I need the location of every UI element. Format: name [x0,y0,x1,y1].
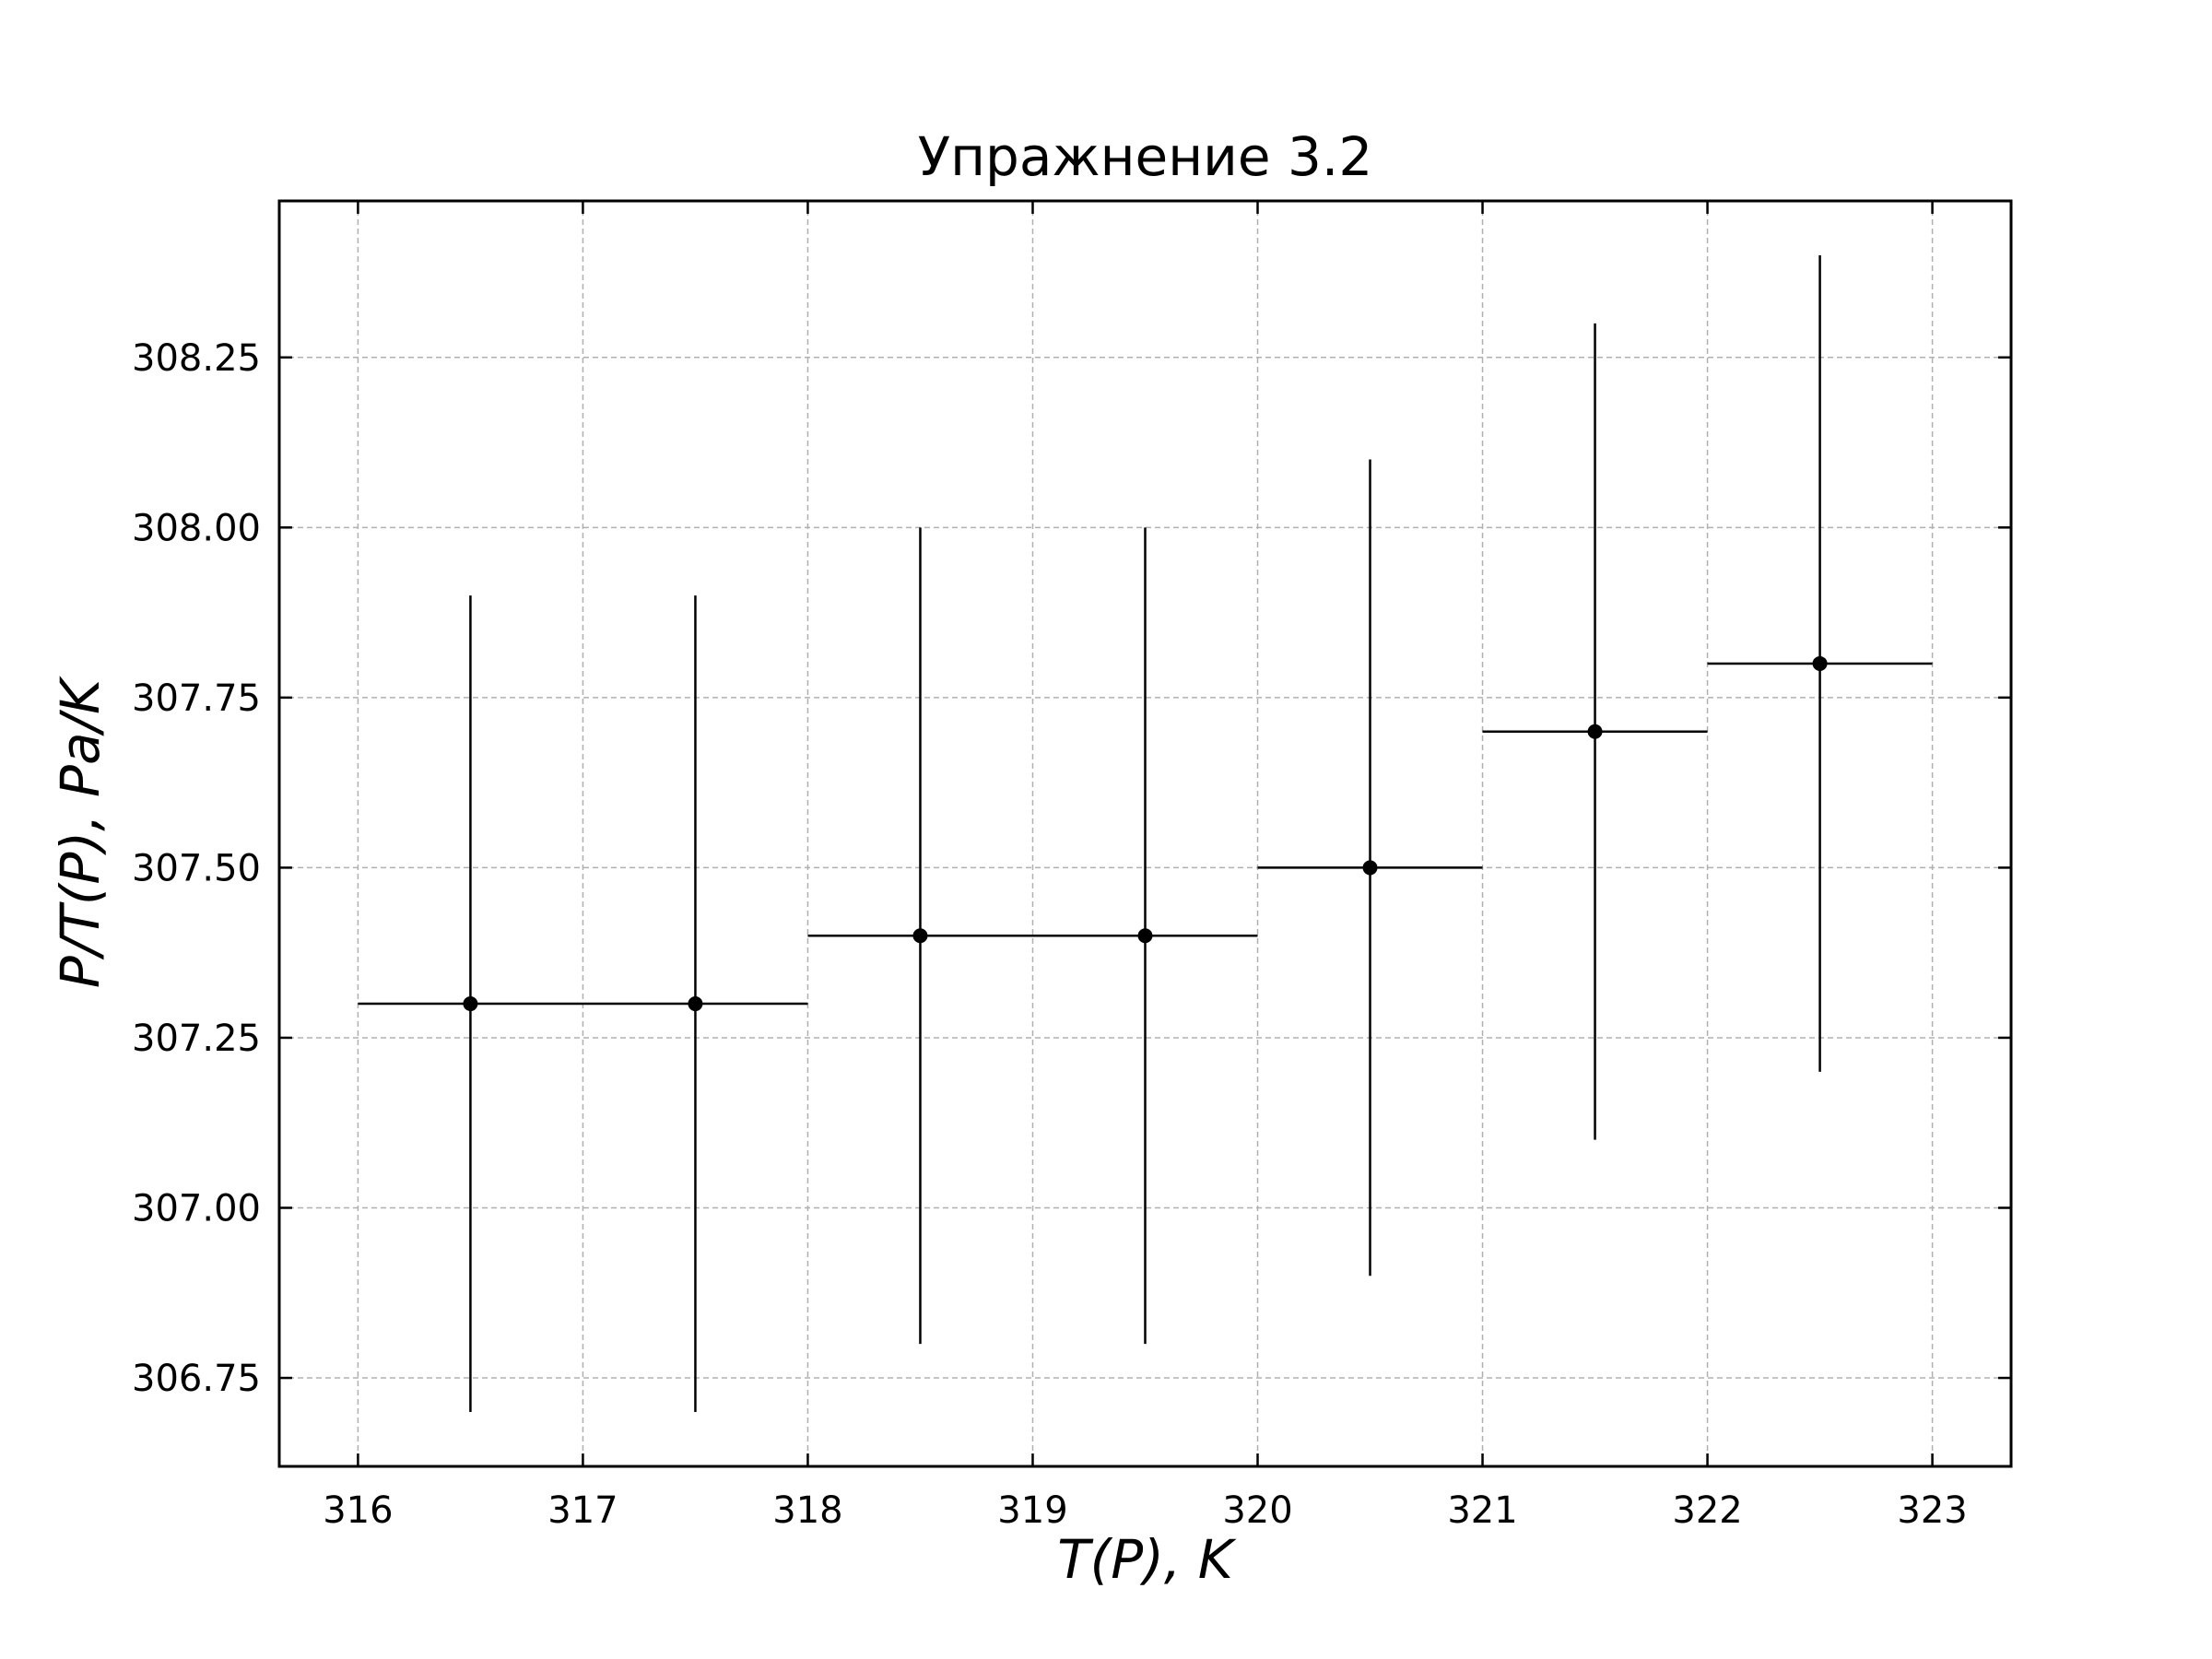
y-tick-label: 307.00 [132,1187,261,1230]
x-tick-label: 319 [997,1489,1067,1532]
data-point [688,996,703,1012]
data-point [1137,928,1153,944]
tick-layer: 316 317 318 319 320 321 322 323 306.75 307.00 307.… [132,201,2011,1532]
data-point [1362,860,1378,876]
x-tick-label: 322 [1672,1489,1742,1532]
data-point [1587,724,1603,739]
data-point [463,996,478,1012]
x-tick-label: 316 [323,1489,393,1532]
y-tick-label: 308.00 [132,507,261,549]
y-tick-label: 307.50 [132,847,261,889]
data-point [1812,655,1828,671]
point-layer [463,655,1828,1012]
y-axis-label: P/T(P), Pa/K [49,676,112,988]
x-tick-label: 321 [1447,1489,1517,1532]
x-axis-label: T(P), K [1057,1528,1237,1591]
plot-frame [277,199,2013,1468]
y-tick-label: 307.75 [132,677,261,720]
data-point [912,928,928,944]
y-tick-label: 308.25 [132,337,261,380]
x-tick-label: 317 [547,1489,618,1532]
x-tick-label: 318 [772,1489,842,1532]
x-tick-label: 320 [1222,1489,1292,1532]
chart-title: Упражнение 3.2 [918,125,1372,188]
x-tick-label: 323 [1897,1489,1967,1532]
y-tick-label: 307.25 [132,1018,261,1060]
y-tick-label: 306.75 [132,1358,261,1400]
grid-layer [279,201,2011,1466]
